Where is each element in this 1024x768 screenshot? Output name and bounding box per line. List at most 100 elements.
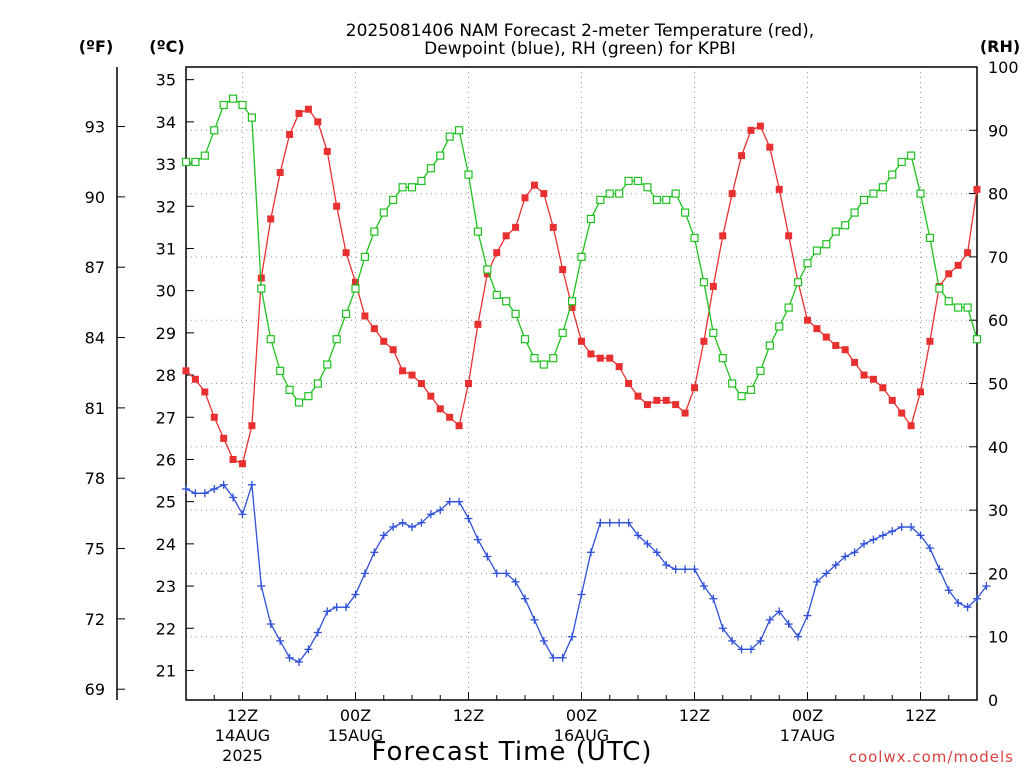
- fahrenheit-tick-label: 90: [85, 188, 105, 207]
- data-point-dewpoint: [342, 603, 351, 612]
- data-point-dewpoint: [690, 565, 699, 574]
- rh-tick-label: 50: [988, 375, 1008, 394]
- data-point-temperature: [465, 380, 472, 387]
- data-point-dewpoint: [709, 594, 718, 603]
- data-point-temperature: [248, 422, 256, 430]
- celsius-tick-label: 35: [156, 71, 176, 90]
- x-tick-date-label: 15AUG: [328, 726, 383, 745]
- data-point-dewpoint: [436, 506, 445, 515]
- data-point-rh: [473, 227, 483, 236]
- data-point-temperature: [672, 401, 680, 409]
- data-point-temperature: [634, 392, 642, 400]
- data-point-dewpoint: [803, 611, 812, 620]
- data-point-dewpoint: [925, 544, 934, 553]
- fahrenheit-tick-label: 78: [85, 469, 105, 488]
- data-point-temperature: [888, 396, 896, 404]
- data-point-rh: [586, 214, 596, 224]
- data-point-rh: [916, 189, 925, 198]
- data-point-temperature: [691, 384, 698, 392]
- fahrenheit-tick-label: 81: [85, 399, 105, 418]
- data-point-temperature: [502, 232, 510, 240]
- data-point-rh: [850, 208, 859, 217]
- data-point-rh: [831, 227, 840, 236]
- celsius-tick-label: 22: [156, 619, 176, 638]
- data-point-dewpoint: [266, 620, 275, 629]
- data-point-temperature: [766, 143, 774, 151]
- fahrenheit-tick-label: 75: [85, 540, 105, 559]
- data-point-temperature: [860, 371, 868, 379]
- data-point-dewpoint: [351, 590, 360, 599]
- data-point-dewpoint: [295, 658, 303, 667]
- data-point-rh: [812, 246, 822, 255]
- data-point-rh: [426, 164, 435, 173]
- unit-rh-label: (RH): [980, 37, 1020, 56]
- data-point-temperature: [747, 126, 755, 134]
- data-point-rh: [200, 151, 209, 160]
- data-point-temperature: [756, 122, 764, 130]
- data-point-temperature: [559, 266, 567, 274]
- data-point-dewpoint: [257, 582, 266, 591]
- data-point-dewpoint: [878, 531, 887, 540]
- data-point-temperature: [606, 354, 614, 362]
- data-point-rh: [539, 360, 548, 369]
- data-point-dewpoint: [191, 489, 200, 498]
- data-point-temperature: [653, 396, 661, 404]
- rh-tick-label: 80: [988, 185, 1008, 204]
- data-point-dewpoint: [841, 552, 850, 561]
- data-point-rh: [841, 221, 850, 230]
- data-point-temperature: [352, 278, 359, 286]
- x-tick-year-label: 2025: [222, 746, 263, 765]
- data-point-rh: [181, 157, 191, 167]
- data-point-temperature: [869, 375, 877, 383]
- data-point-temperature: [267, 215, 275, 223]
- x-tick-date-label: 16AUG: [554, 726, 609, 745]
- data-point-dewpoint: [417, 518, 426, 527]
- data-point-dewpoint: [897, 522, 906, 531]
- data-point-dewpoint: [238, 510, 247, 519]
- series-rh-green: [181, 94, 982, 407]
- data-point-temperature: [822, 333, 830, 341]
- data-point-dewpoint: [464, 514, 473, 523]
- rh-tick-label: 20: [988, 564, 1008, 583]
- data-point-temperature: [568, 304, 576, 312]
- data-point-rh: [445, 132, 454, 141]
- data-point-temperature: [719, 232, 727, 240]
- data-point-dewpoint: [473, 535, 482, 544]
- data-point-dewpoint: [219, 480, 228, 489]
- celsius-tick-label: 29: [156, 324, 176, 343]
- data-point-dewpoint: [954, 598, 963, 607]
- data-point-temperature: [625, 380, 633, 387]
- data-point-temperature: [436, 405, 444, 413]
- data-point-dewpoint: [765, 615, 774, 624]
- celsius-tick-label: 32: [156, 197, 176, 216]
- data-point-temperature: [851, 358, 859, 366]
- x-tick-label: 12Z: [679, 706, 710, 725]
- data-point-temperature: [323, 147, 331, 155]
- data-point-dewpoint: [229, 493, 238, 502]
- data-point-rh: [511, 309, 520, 318]
- data-point-temperature: [229, 455, 237, 463]
- data-point-dewpoint: [426, 510, 435, 519]
- data-point-dewpoint: [568, 632, 577, 641]
- data-point-dewpoint: [652, 548, 661, 557]
- data-point-temperature: [615, 363, 623, 371]
- fahrenheit-tick-label: 87: [85, 258, 105, 277]
- rh-tick-label: 0: [988, 691, 998, 710]
- data-point-rh: [878, 183, 887, 192]
- data-point-temperature: [370, 325, 378, 333]
- data-point-rh: [454, 126, 464, 135]
- data-point-dewpoint: [445, 497, 454, 506]
- data-point-temperature: [879, 384, 887, 392]
- data-point-temperature: [964, 249, 972, 257]
- data-point-rh: [765, 341, 774, 350]
- celsius-tick-label: 33: [156, 155, 176, 174]
- data-point-rh: [972, 335, 982, 344]
- data-point-temperature: [907, 422, 915, 430]
- data-point-rh: [549, 354, 558, 363]
- celsius-tick-label: 28: [156, 366, 176, 385]
- data-point-dewpoint: [455, 497, 464, 506]
- data-point-rh: [869, 189, 878, 198]
- fahrenheit-tick-label: 84: [85, 329, 105, 348]
- data-point-dewpoint: [596, 518, 605, 527]
- data-point-temperature: [596, 354, 604, 362]
